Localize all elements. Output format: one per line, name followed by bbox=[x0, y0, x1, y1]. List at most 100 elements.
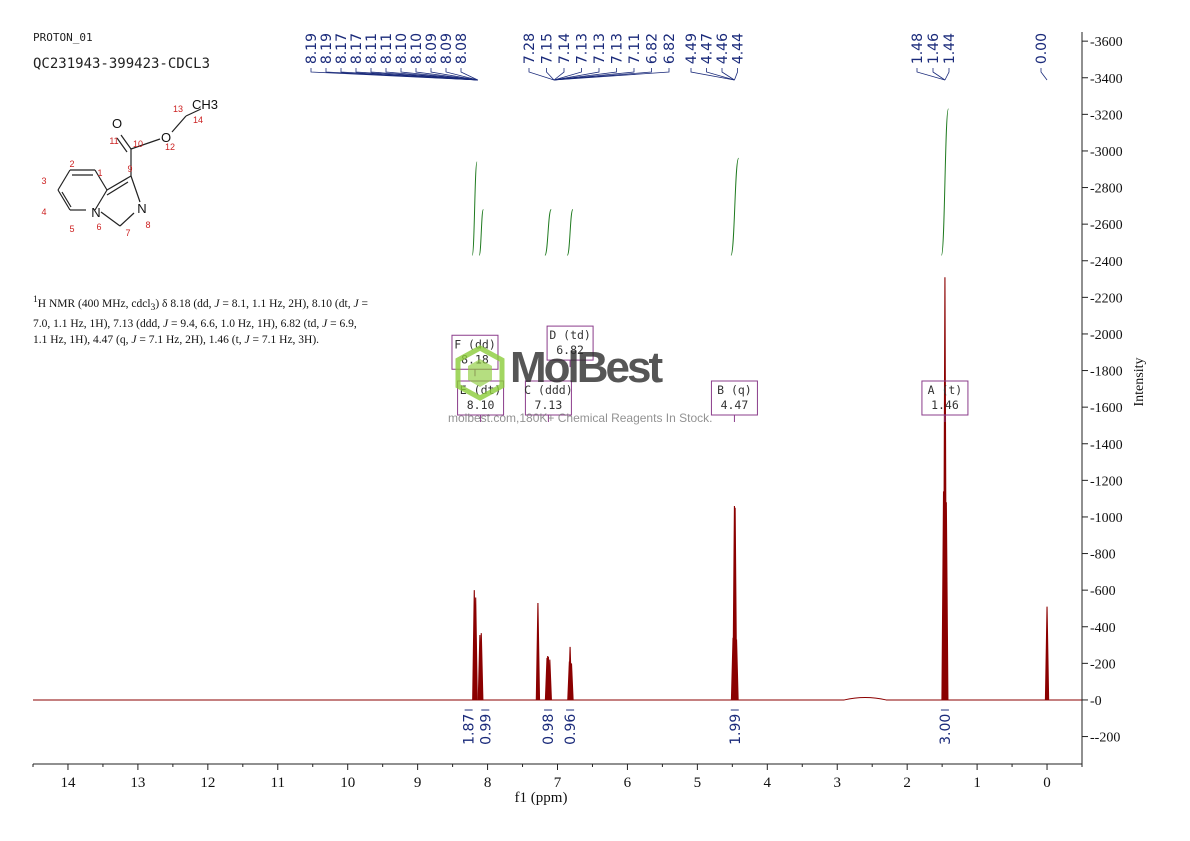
multiplet-type: C (ddd) bbox=[524, 383, 572, 397]
peak-label: 8.17 bbox=[334, 33, 350, 64]
y-axis-label: Intensity bbox=[1132, 357, 1147, 407]
peak-label-leader bbox=[553, 68, 635, 81]
peak-label-leader bbox=[553, 68, 670, 81]
atom-number: 10 bbox=[133, 139, 143, 149]
multiplet-type: D (td) bbox=[549, 328, 591, 342]
peak-labels: 8.19 8.19 8.17 8.17 8.11 8.11 8.10 8.10 8.09 8.09… bbox=[304, 33, 1050, 81]
peak-label: 4.46 bbox=[715, 33, 731, 64]
spectrum-peak bbox=[547, 659, 552, 700]
integral-curve bbox=[940, 108, 949, 256]
y-tick-label: -2800 bbox=[1090, 182, 1123, 197]
integral-value: 1.87 bbox=[462, 714, 478, 745]
peak-label-leader bbox=[553, 68, 565, 81]
peak-label-leader bbox=[460, 68, 478, 81]
x-axis-label: f1 (ppm) bbox=[514, 790, 568, 806]
peak-label: 6.82 bbox=[662, 33, 678, 64]
x-tick-label: 11 bbox=[271, 775, 285, 791]
integral-value: 0.99 bbox=[478, 714, 494, 745]
peak-label: 8.19 bbox=[319, 33, 335, 64]
y-tick-label: -2600 bbox=[1090, 218, 1123, 233]
integral-curve bbox=[566, 209, 574, 256]
spectrum-peak bbox=[569, 663, 574, 700]
atom-number: 8 bbox=[145, 220, 150, 230]
peak-label: 1.46 bbox=[926, 33, 942, 64]
x-tick-label: 8 bbox=[484, 775, 492, 791]
x-tick-label: 4 bbox=[764, 775, 772, 791]
peak-label: 7.14 bbox=[557, 33, 573, 64]
y-tick-label: -2000 bbox=[1090, 328, 1123, 343]
watermark-tagline: molbest.com,180K+ Chemical Reagents In S… bbox=[448, 411, 713, 425]
peak-label-leader bbox=[690, 68, 735, 81]
sample-id: QC231943-399423-CDCL3 bbox=[33, 56, 211, 72]
atom-number: 5 bbox=[69, 224, 74, 234]
atom-number: 14 bbox=[193, 115, 203, 125]
y-tick-label: -1600 bbox=[1090, 401, 1123, 416]
peak-label: 8.09 bbox=[439, 33, 455, 64]
experiment-name: PROTON_01 bbox=[33, 31, 93, 44]
atom-label: N bbox=[91, 205, 100, 220]
peak-label-leader bbox=[553, 68, 652, 81]
x-tick-label: 6 bbox=[624, 775, 632, 791]
peak-label: 8.17 bbox=[349, 33, 365, 64]
spectrum-baseline bbox=[33, 696, 1082, 701]
x-tick-label: 3 bbox=[833, 775, 841, 791]
atom-label: N bbox=[137, 201, 146, 216]
spectrum-peak bbox=[473, 597, 478, 700]
peak-label: 8.10 bbox=[394, 33, 410, 64]
x-axis: 14 13 12 11 10 9 8 7 6 5 4 3 2 1 0 bbox=[32, 763, 1083, 791]
y-tick-label: -2400 bbox=[1090, 255, 1123, 270]
multiplet-type: B (q) bbox=[717, 383, 752, 397]
peak-label-leader bbox=[445, 68, 478, 81]
peak-label-leader bbox=[553, 68, 600, 81]
atom-number: 2 bbox=[69, 159, 74, 169]
atom-number: 7 bbox=[125, 228, 130, 238]
peak-label-leader bbox=[916, 68, 946, 81]
watermark: MolBest molbest.com,180K+ Chemical Reage… bbox=[448, 343, 712, 425]
peak-label: 8.10 bbox=[409, 33, 425, 64]
x-tick-label: 9 bbox=[414, 775, 422, 791]
multiplet-shift: 4.47 bbox=[721, 398, 749, 412]
peak-label: 1.48 bbox=[910, 33, 926, 64]
integral-values: 1.87 0.99 0.98 0.96 1.99 3.00 bbox=[462, 709, 954, 745]
chemical-structure bbox=[57, 108, 202, 227]
integral-curve bbox=[730, 157, 740, 256]
y-tick-label: --200 bbox=[1090, 731, 1120, 746]
integral-value: 0.96 bbox=[563, 714, 579, 745]
peak-label-leader bbox=[528, 68, 555, 81]
hexagon-logo-icon bbox=[455, 345, 505, 401]
peak-label: 8.09 bbox=[424, 33, 440, 64]
integral-curve bbox=[544, 209, 552, 256]
peak-label: 4.49 bbox=[684, 33, 700, 64]
x-tick-label: 0 bbox=[1043, 775, 1051, 791]
peak-label-leader bbox=[1040, 68, 1048, 81]
y-tick-label: -3200 bbox=[1090, 108, 1123, 123]
peak-label: 7.13 bbox=[610, 33, 626, 64]
atom-label: O bbox=[112, 116, 122, 131]
multiplet-boxes: F (dd)8.18E (dt)8.10D (td)6.82C (ddd)7.1… bbox=[451, 325, 969, 422]
atom-label: CH3 bbox=[192, 97, 218, 112]
peak-label-leader bbox=[706, 68, 735, 81]
atom-number: 1 bbox=[97, 168, 102, 178]
peak-label: 8.19 bbox=[304, 33, 320, 64]
integral-value: 3.00 bbox=[938, 714, 954, 745]
peak-label-leader bbox=[430, 68, 478, 81]
peak-label-leader bbox=[370, 68, 478, 81]
peak-label: 4.47 bbox=[700, 33, 716, 64]
peak-label: 7.15 bbox=[540, 33, 556, 64]
peak-label: 7.11 bbox=[627, 33, 643, 64]
watermark-name: MolBest bbox=[510, 343, 663, 392]
integral-value: 0.98 bbox=[541, 714, 557, 745]
x-tick-label: 12 bbox=[200, 775, 215, 791]
y-tick-label: -3000 bbox=[1090, 145, 1123, 160]
atom-number: 6 bbox=[96, 222, 101, 232]
peak-label-leader bbox=[553, 68, 617, 81]
spectrum-peak bbox=[944, 502, 949, 700]
peak-label: 7.13 bbox=[575, 33, 591, 64]
y-tick-label: -600 bbox=[1090, 584, 1116, 599]
atom-number: 3 bbox=[41, 176, 46, 186]
x-tick-label: 7 bbox=[554, 775, 562, 791]
atom-label: O bbox=[161, 130, 171, 145]
y-tick-label: -1400 bbox=[1090, 438, 1123, 453]
